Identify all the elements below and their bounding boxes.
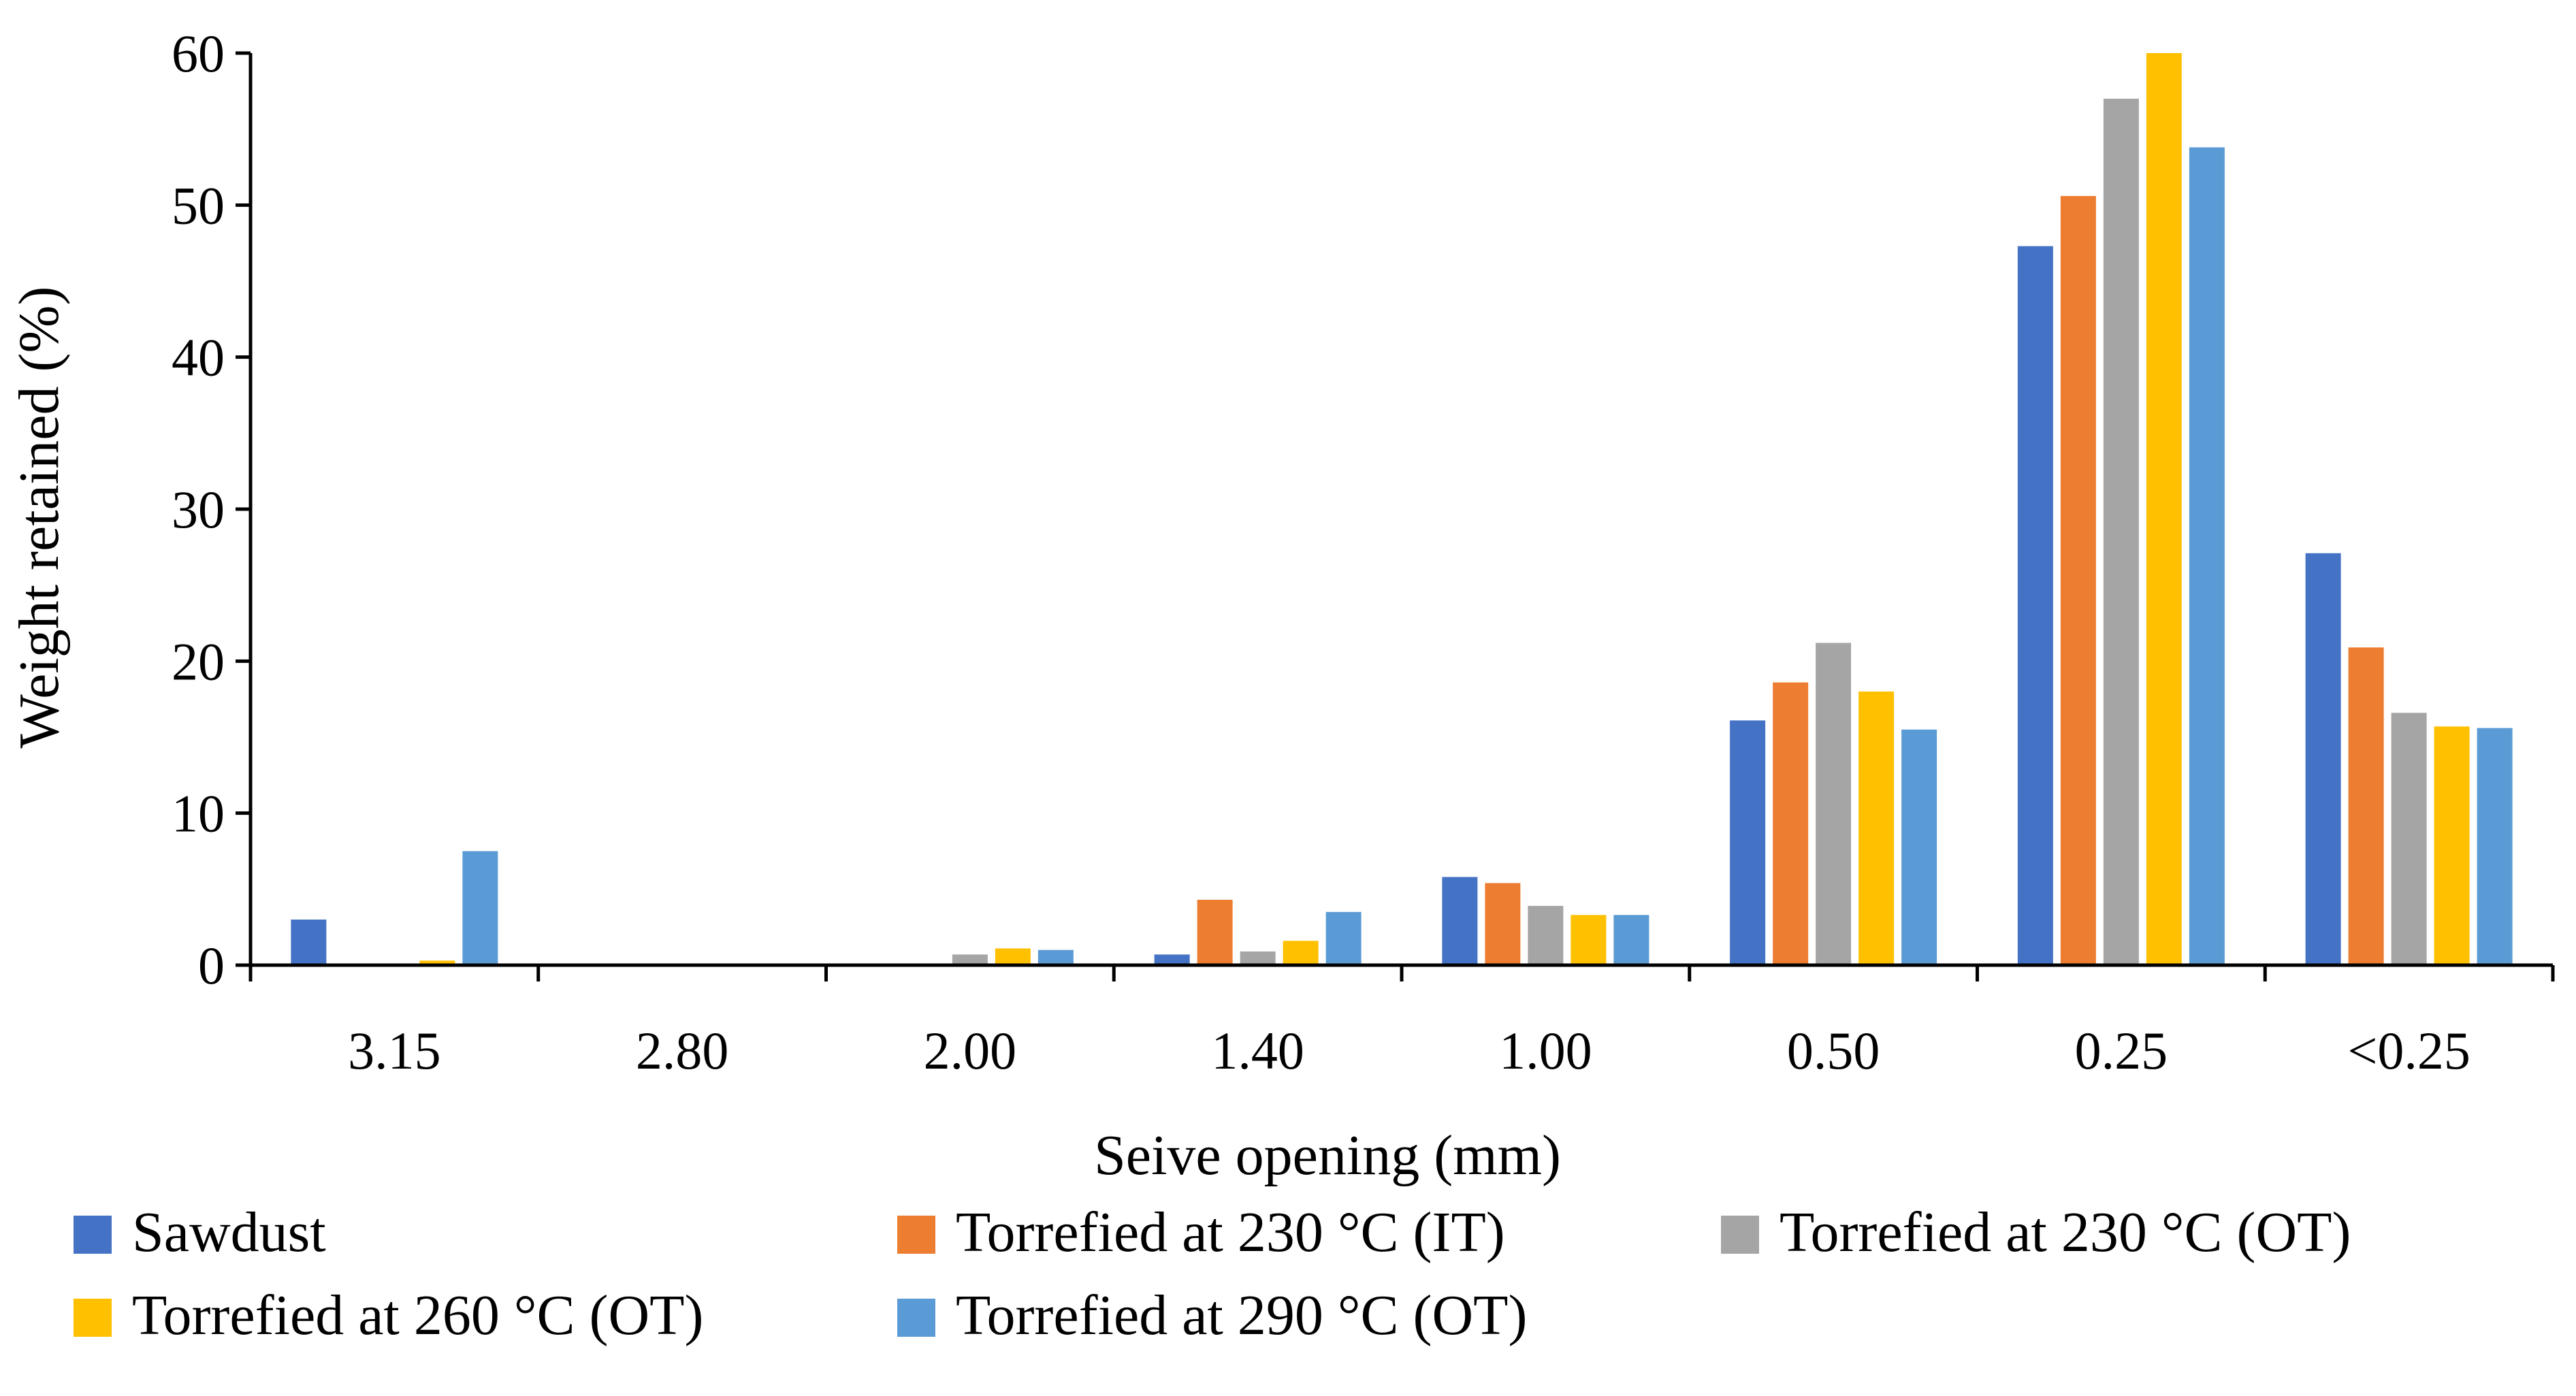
bar-3-5	[1858, 692, 1895, 965]
x-tick-labels: 3.15 2.80 2.00 1.40 1.00 0.50 0.25 <0.25	[248, 965, 2555, 1080]
x-tick-label: 0.25	[2075, 1021, 2168, 1080]
x-axis-title: Seive opening (mm)	[1094, 1124, 1561, 1187]
legend-label: Torrefied at 290 °C (OT)	[956, 1284, 1527, 1347]
bar-2-7	[2391, 713, 2427, 965]
bar-1-3	[1197, 899, 1233, 965]
bar-3-3	[1283, 941, 1319, 965]
legend: Sawdust Torrefied at 230 °C (IT) Torrefied…	[74, 1201, 2351, 1347]
bar-3-7	[2434, 726, 2470, 965]
bar-4-5	[1901, 729, 1937, 965]
bar-0-6	[2017, 246, 2053, 966]
bar-1-6	[2060, 195, 2096, 965]
bar-0-7	[2305, 553, 2341, 965]
legend-label: Torrefied at 230 °C (OT)	[1780, 1201, 2351, 1264]
legend-label: Torrefied at 260 °C (OT)	[132, 1284, 703, 1347]
bar-3-4	[1571, 915, 1607, 965]
bar-2-4	[1528, 905, 1564, 965]
bar-2-3	[1240, 951, 1276, 965]
legend-swatch	[897, 1299, 935, 1337]
legend-label: Torrefied at 230 °C (IT)	[956, 1201, 1505, 1264]
legend-swatch	[74, 1216, 112, 1254]
bar-4-7	[2477, 728, 2513, 965]
y-tick-labels: 0 10 20 30 40 50 60	[172, 24, 251, 995]
bar-0-5	[1730, 720, 1766, 965]
bar-4-3	[1325, 911, 1362, 965]
bar-1-4	[1485, 883, 1521, 965]
x-tick-label: 2.80	[636, 1021, 729, 1080]
bar-4-0	[462, 851, 498, 965]
legend-swatch	[897, 1216, 935, 1254]
bars-group	[291, 53, 2513, 966]
bar-3-6	[2146, 53, 2182, 965]
y-tick-label: 50	[172, 176, 225, 235]
legend-swatch	[1721, 1216, 1759, 1254]
bar-4-4	[1613, 915, 1649, 965]
bar-1-5	[1773, 682, 1809, 965]
bar-0-3	[1154, 954, 1190, 965]
x-tick-label: 0.50	[1787, 1021, 1880, 1080]
legend-swatch	[74, 1299, 112, 1337]
y-tick-label: 30	[172, 480, 225, 539]
y-tick-label: 20	[172, 632, 225, 691]
y-tick-label: 40	[172, 328, 225, 387]
bar-0-4	[1442, 877, 1478, 965]
x-tick-label: <0.25	[2347, 1021, 2470, 1080]
bar-4-2	[1037, 949, 1074, 965]
x-tick-label: 2.00	[924, 1021, 1017, 1080]
bar-4-6	[2189, 147, 2225, 965]
bar-0-0	[291, 920, 327, 965]
bar-3-2	[995, 948, 1031, 965]
x-tick-label: 1.00	[1499, 1021, 1592, 1080]
y-tick-label: 60	[172, 24, 225, 83]
x-tick-label: 1.40	[1211, 1021, 1304, 1080]
bar-1-7	[2348, 647, 2384, 965]
bar-2-6	[2103, 99, 2139, 965]
bar-3-0	[419, 960, 455, 965]
legend-label: Sawdust	[132, 1201, 326, 1264]
y-axis-title: Weight retained (%)	[7, 287, 71, 749]
bar-2-5	[1816, 643, 1852, 965]
y-tick-label: 0	[198, 936, 225, 995]
y-tick-label: 10	[172, 784, 225, 843]
bar-2-2	[952, 954, 988, 965]
x-tick-label: 3.15	[348, 1021, 441, 1080]
